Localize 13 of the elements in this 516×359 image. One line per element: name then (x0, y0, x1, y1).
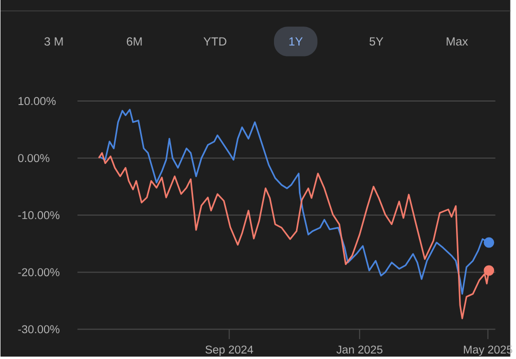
text: YTD (204, 37, 226, 46)
y-tick-label: -10.00% (18, 211, 60, 220)
text: Max (446, 37, 468, 46)
text: 3 M (44, 37, 63, 46)
y-tick-label: 10.00% (18, 96, 56, 105)
text: 5Y (370, 37, 384, 46)
y-tick-label: -30.00% (18, 325, 60, 334)
x-tick-label: Sep 2024 (205, 346, 254, 356)
y-tick-label: 0.00% (18, 154, 50, 162)
text: 1Y (289, 37, 303, 46)
text: 6M (126, 37, 142, 46)
y-tick-label: -20.00% (18, 268, 60, 276)
x-tick-label: Jan 2025 (336, 346, 382, 354)
